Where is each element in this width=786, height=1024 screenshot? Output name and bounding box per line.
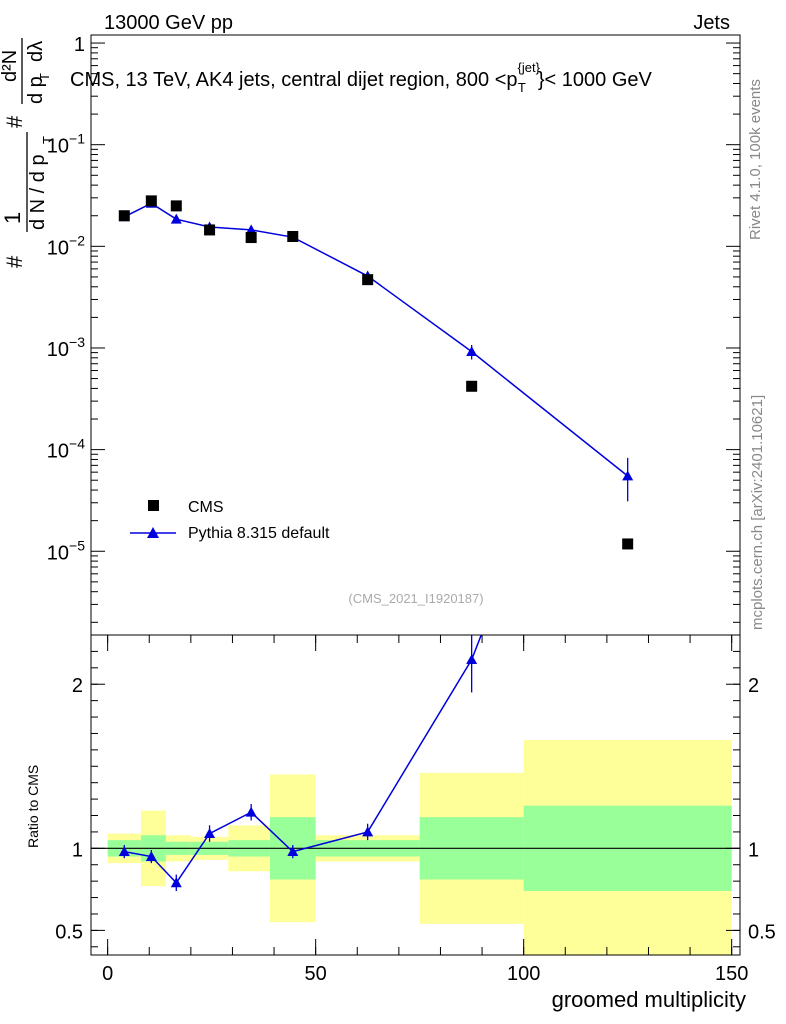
y-tick-label: 10−5 — [47, 537, 85, 564]
ratio-y-tick-label-right: 2 — [748, 675, 759, 697]
ratio-point — [118, 846, 130, 857]
legend-mc-label: Pythia 8.315 default — [188, 525, 330, 542]
cms-point — [362, 274, 374, 286]
ylabel-dlambda: dλ — [25, 41, 47, 62]
cms-point — [204, 224, 216, 236]
cms-point — [622, 538, 634, 550]
bottom-axis-ticks: 0.5 0.5 1 1 2 2 0 50 100 150 — [55, 635, 776, 985]
title-superscript: {jet} — [518, 60, 541, 75]
pythia-point — [466, 346, 478, 357]
legend-cms-marker — [148, 500, 159, 511]
cms-point — [466, 380, 478, 392]
ratio-y-axis-label: Ratio to CMS — [25, 765, 41, 848]
legend-cms-label: CMS — [188, 499, 224, 516]
ratio-y-tick-label: 0.5 — [55, 921, 83, 943]
ratio-y-tick-label-right: 1 — [748, 839, 759, 861]
bottom-panel-frame — [90, 634, 741, 956]
top-panel-frame — [90, 34, 741, 636]
y-tick-label: 10−1 — [47, 131, 85, 158]
ratio-point — [204, 828, 216, 838]
mcplots-watermark: mcplots.cern.ch [arXiv:2401.10621] — [749, 395, 766, 630]
ratio-point — [245, 806, 257, 817]
legend: CMS Pythia 8.315 default — [130, 499, 330, 542]
x-tick-label: 50 — [305, 963, 327, 985]
pythia-point — [170, 213, 182, 224]
y-tick-label: 10−3 — [47, 334, 85, 361]
ylabel-T2: T — [37, 73, 52, 81]
title-subscript: T — [518, 80, 526, 95]
cms-point — [118, 210, 130, 222]
cms-point — [170, 200, 182, 212]
cms-point — [287, 230, 299, 242]
ylabel-dp: d p — [25, 76, 47, 104]
ylabel-hash-2: # — [2, 115, 27, 128]
ylabel-d2N: d²N — [0, 50, 21, 82]
ylabel-one: 1 — [0, 212, 25, 224]
y-tick-label: 10−2 — [47, 232, 85, 259]
x-tick-label: 150 — [715, 963, 748, 985]
legend-mc-marker — [147, 527, 159, 538]
top-data-layer — [118, 195, 634, 550]
ratio-data-layer — [118, 252, 633, 891]
x-axis-label: groomed multiplicity — [552, 987, 746, 1012]
x-tick-label: 100 — [507, 963, 540, 985]
ratio-y-tick-label: 1 — [72, 839, 83, 861]
ratio-point — [622, 252, 633, 262]
x-tick-label: 0 — [102, 963, 113, 985]
ratio-uncertainty-bands — [91, 740, 740, 955]
pythia-point — [245, 224, 257, 235]
pythia-point — [622, 470, 634, 481]
title-main: CMS, 13 TeV, AK4 jets, central dijet reg… — [70, 69, 518, 91]
ratio-y-tick-label: 2 — [72, 675, 83, 697]
y-tick-label: 1 — [74, 34, 85, 56]
top-y-axis-label: # 1 d N / d p T # d²N d p T dλ — [0, 38, 55, 268]
ratio-point — [145, 851, 157, 861]
ylabel-hash-1: # — [2, 255, 27, 268]
header-category: Jets — [693, 12, 730, 34]
ratio-point — [287, 846, 299, 857]
pythia-line — [123, 202, 629, 477]
ratio-point — [466, 654, 478, 665]
top-y-axis-ticks: 1 10−1 10−2 10−3 10−4 10−5 — [47, 34, 740, 623]
title-end: }< 1000 GeV — [538, 69, 653, 91]
panel-title: CMS, 13 TeV, AK4 jets, central dijet reg… — [70, 60, 653, 95]
header-energy: 13000 GeV pp — [104, 12, 233, 34]
ratio-point — [362, 826, 374, 837]
ratio-y-tick-label-right: 0.5 — [748, 921, 776, 943]
ylabel-dN: d N / d p — [27, 154, 49, 230]
y-tick-label: 10−4 — [47, 436, 85, 463]
analysis-watermark: (CMS_2021_I1920187) — [348, 591, 483, 606]
ylabel-T1: T — [40, 136, 55, 144]
rivet-watermark: Rivet 4.1.0, 100k events — [747, 79, 764, 240]
ratio-point — [170, 877, 182, 888]
cms-point — [245, 232, 257, 244]
cms-point — [145, 195, 157, 207]
